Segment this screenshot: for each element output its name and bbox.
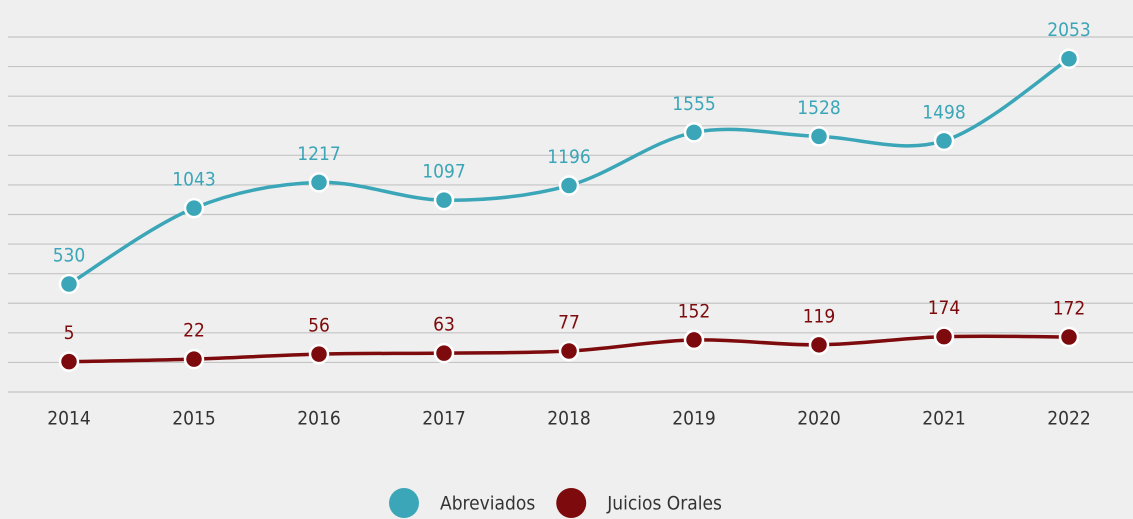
data-point	[933, 130, 955, 152]
data-point	[683, 122, 705, 143]
data-label: 152	[678, 300, 711, 322]
data-label: 119	[803, 305, 836, 327]
data-label: 56	[308, 315, 330, 337]
data-point	[808, 126, 830, 147]
data-label: 22	[183, 320, 205, 342]
legend-swatch	[389, 488, 419, 518]
data-label: 1043	[172, 169, 216, 191]
series-line	[68, 57, 1070, 286]
x-tick-label: 2016	[297, 408, 341, 430]
data-label: 2053	[1047, 19, 1091, 41]
data-point	[1058, 326, 1080, 348]
data-point	[1058, 48, 1080, 69]
data-label: 1498	[922, 101, 966, 123]
x-tick-label: 2018	[547, 408, 591, 430]
data-label: 63	[433, 314, 455, 336]
data-point	[558, 340, 580, 362]
x-tick-label: 2015	[172, 408, 216, 430]
x-tick-label: 2021	[922, 408, 966, 430]
data-label: 1196	[547, 146, 591, 168]
data-label: 5	[64, 322, 75, 344]
x-tick-label: 2019	[672, 408, 716, 430]
data-point	[433, 342, 455, 364]
data-point	[933, 326, 955, 347]
legend-label: Juicios Orales	[606, 493, 722, 515]
data-point	[308, 172, 330, 193]
data-point	[433, 189, 455, 211]
data-point	[558, 175, 580, 196]
data-label: 1555	[672, 93, 716, 115]
x-tick-label: 2017	[422, 408, 466, 430]
data-point	[58, 273, 80, 295]
legend-swatch	[556, 488, 587, 518]
legend-label: Abreviados	[440, 493, 535, 515]
data-label: 77	[558, 312, 580, 334]
data-label: 1217	[297, 143, 341, 165]
x-tick-label: 2014	[47, 408, 91, 430]
data-label: 174	[928, 297, 961, 319]
data-label: 530	[53, 245, 86, 267]
data-point	[58, 351, 80, 372]
data-point	[308, 343, 330, 365]
data-point	[183, 348, 205, 370]
x-tick-label: 2020	[797, 408, 841, 430]
data-point	[683, 329, 705, 351]
data-label: 1097	[422, 161, 466, 183]
x-tick-label: 2022	[1047, 408, 1091, 430]
data-label: 1528	[797, 97, 841, 119]
data-point	[183, 197, 205, 219]
data-point	[808, 334, 830, 356]
data-label: 172	[1053, 297, 1086, 319]
